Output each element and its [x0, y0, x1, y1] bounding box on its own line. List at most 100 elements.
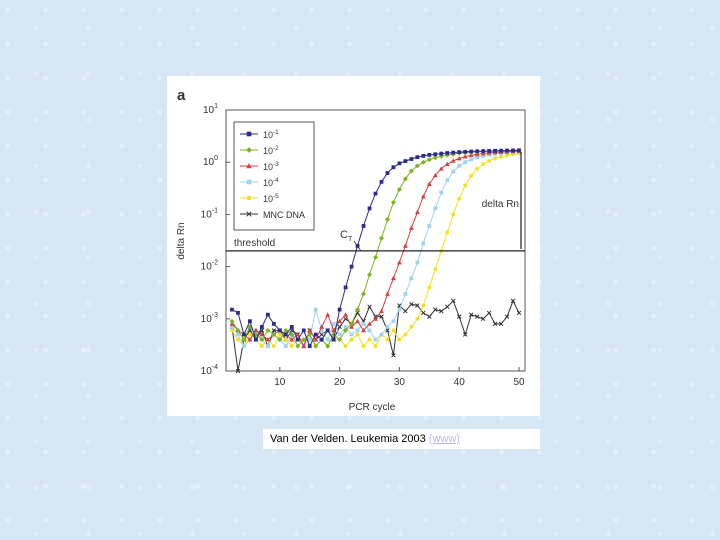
series-point [301, 343, 307, 348]
series-point [349, 324, 354, 329]
series-point [456, 314, 462, 319]
series-point [331, 332, 337, 338]
series-point [277, 328, 282, 333]
series-point [427, 285, 432, 290]
series-point [242, 344, 246, 348]
series-point [379, 308, 384, 314]
series-point [367, 337, 372, 342]
series-point [313, 343, 319, 349]
legend-label: 10-4 [263, 177, 279, 188]
series-point [289, 324, 294, 329]
series-point [379, 314, 384, 319]
series-point [283, 332, 288, 337]
series-point [439, 308, 444, 314]
series-point [385, 324, 390, 329]
series-point [397, 337, 402, 342]
legend-label-base: 10 [263, 146, 273, 156]
series-point [325, 328, 330, 333]
series-point [445, 304, 450, 310]
series-point [246, 195, 252, 201]
series-point [421, 303, 426, 308]
series-point [307, 337, 312, 342]
legend-label: 10-2 [263, 145, 279, 156]
series-point [307, 327, 313, 333]
series-point [367, 321, 372, 326]
series-point [385, 171, 390, 175]
series-point [396, 186, 402, 192]
series-point [433, 206, 438, 211]
series-point [378, 235, 384, 241]
series-point [343, 312, 348, 317]
series-point [415, 155, 420, 160]
y-tick-label: 10-4 [201, 364, 218, 377]
series-point [403, 308, 408, 314]
series-point [337, 332, 342, 337]
series-point [230, 324, 234, 329]
series-point [439, 151, 444, 156]
series-point [307, 332, 313, 338]
series-point [337, 337, 343, 343]
series-point [475, 149, 480, 154]
series-point [254, 337, 258, 342]
series-point [271, 344, 276, 348]
series-point [367, 304, 372, 310]
series-point [259, 332, 265, 337]
x-tick-label: 30 [394, 377, 406, 388]
series-point [295, 337, 300, 342]
series-point [259, 344, 264, 348]
series-point [246, 179, 252, 185]
series-point [475, 166, 480, 171]
series-point [402, 176, 408, 182]
series-point [277, 337, 283, 343]
ct-pointer [353, 240, 362, 252]
series-point [504, 314, 510, 319]
series-point [283, 327, 289, 333]
y-tick-base: 10 [201, 366, 213, 377]
series-point [403, 243, 408, 248]
series-point [415, 316, 420, 321]
series-point [349, 332, 354, 337]
series-point [397, 161, 402, 166]
legend-label-exponent: -1 [273, 129, 279, 136]
series-point [481, 149, 486, 154]
y-tick-base: 10 [201, 209, 213, 220]
series-point [427, 152, 432, 157]
series-point [403, 291, 408, 296]
series-layer [229, 148, 522, 374]
citation-www-link[interactable]: (www) [428, 433, 460, 445]
series-point [253, 327, 259, 333]
series-point [421, 310, 426, 316]
series-point [230, 307, 234, 312]
series-point [355, 318, 360, 324]
series-10-1 [230, 148, 521, 348]
series-point [451, 169, 456, 174]
series-point [242, 332, 246, 337]
series-point [379, 179, 384, 184]
series-point [385, 291, 390, 296]
series-point [246, 163, 252, 169]
series-point [516, 310, 522, 316]
series-point [289, 344, 294, 348]
series-point [385, 337, 390, 342]
x-tick-label: 20 [334, 377, 346, 388]
delta-rn-annotation: delta Rn [482, 199, 519, 210]
series-point [236, 310, 240, 315]
series-point [439, 190, 444, 195]
x-axis-ticks: 10 20 30 40 50 [274, 367, 525, 388]
series-point [361, 327, 366, 333]
series-point [337, 324, 342, 330]
series-point [319, 324, 325, 329]
series-point [474, 314, 480, 319]
series-point [481, 162, 486, 166]
y-tick-exponent: 0 [214, 155, 218, 162]
series-point [283, 344, 288, 348]
series-point [235, 327, 241, 333]
ct-annotation: CT [340, 229, 353, 243]
y-tick-label: 10-1 [201, 207, 218, 220]
y-axis-label: delta Rn [176, 222, 187, 259]
legend-label: 10-5 [263, 193, 279, 204]
series-point [457, 196, 462, 201]
series-point [349, 321, 355, 327]
series-point [367, 206, 372, 211]
series-point [325, 312, 331, 317]
